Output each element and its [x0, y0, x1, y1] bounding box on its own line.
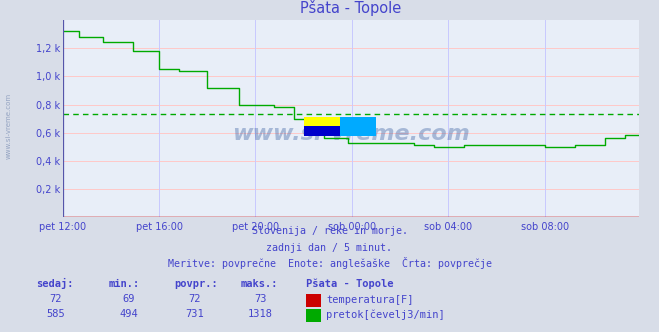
Text: Slovenija / reke in morje.: Slovenija / reke in morje.: [252, 226, 407, 236]
Text: 585: 585: [47, 309, 65, 319]
Text: Pšata - Topole: Pšata - Topole: [306, 279, 394, 289]
Text: www.si-vreme.com: www.si-vreme.com: [232, 124, 470, 144]
Text: 72: 72: [50, 294, 62, 304]
Text: sedaj:: sedaj:: [36, 278, 74, 289]
Text: pretok[čevelj3/min]: pretok[čevelj3/min]: [326, 309, 445, 320]
Text: 1318: 1318: [248, 309, 273, 319]
Text: zadnji dan / 5 minut.: zadnji dan / 5 minut.: [266, 243, 393, 253]
Text: povpr.:: povpr.:: [175, 279, 218, 289]
Text: min.:: min.:: [109, 279, 140, 289]
Text: www.si-vreme.com: www.si-vreme.com: [5, 93, 12, 159]
Text: temperatura[F]: temperatura[F]: [326, 295, 414, 305]
Text: Meritve: povprečne  Enote: anglešaške  Črta: povprečje: Meritve: povprečne Enote: anglešaške Črt…: [167, 257, 492, 269]
Text: maks.:: maks.:: [241, 279, 278, 289]
Text: 494: 494: [119, 309, 138, 319]
Text: 73: 73: [254, 294, 266, 304]
Bar: [340, 117, 376, 135]
Bar: [304, 126, 340, 135]
Title: Pšata - Topole: Pšata - Topole: [301, 0, 401, 16]
Text: 731: 731: [185, 309, 204, 319]
Text: 72: 72: [188, 294, 200, 304]
Bar: [304, 117, 340, 135]
Text: 69: 69: [123, 294, 134, 304]
